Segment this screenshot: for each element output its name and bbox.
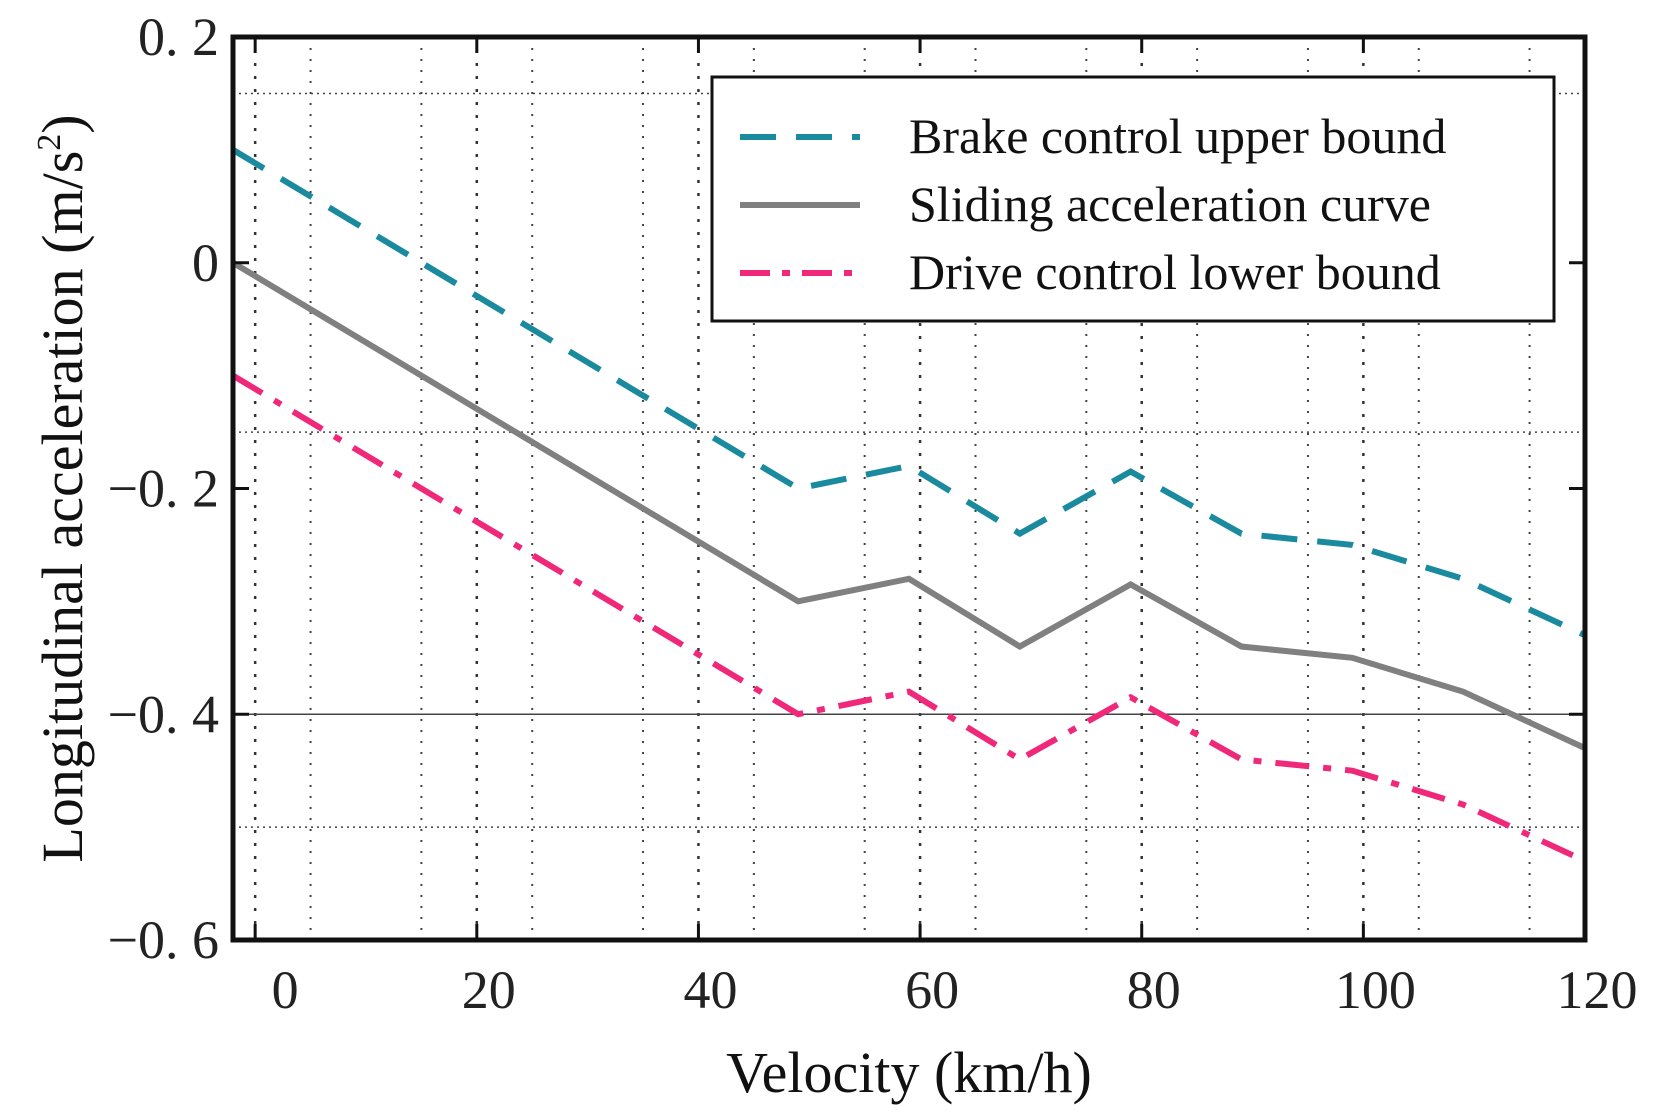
legend-label-2: Sliding acceleration curve (909, 176, 1431, 232)
x-axis-title: Velocity (km/h) (726, 1040, 1092, 1105)
y-axis-title: Longitudinal acceleration (m/s2) (30, 114, 95, 862)
y-tick-label: −0. 6 (108, 910, 219, 970)
legend-box (710, 75, 1556, 323)
legend: Brake control upper bound Sliding acceler… (710, 75, 1556, 323)
grid (233, 37, 1585, 940)
y-tick-label: −0. 4 (108, 684, 219, 744)
x-tick-label: 100 (1335, 960, 1416, 1020)
legend-label-1: Brake control upper bound (909, 108, 1446, 164)
y-axis-title-main: Longitudinal acceleration (m/s (30, 151, 95, 863)
x-tick-label: 120 (1557, 960, 1638, 1020)
x-tick-label: 40 (683, 960, 737, 1020)
y-axis-title-superscript: 2 (31, 134, 68, 151)
x-tick-label: 20 (462, 960, 516, 1020)
y-axis-title-close: ) (30, 114, 95, 133)
x-tick-label: 0 (272, 960, 299, 1020)
y-tick-label: −0. 2 (108, 459, 219, 519)
legend-label-3: Drive control lower bound (909, 244, 1441, 300)
y-tick-label: 0. 2 (138, 7, 219, 67)
ticks: 0 20 40 60 80 100 120 0. 2 0 −0. 2 −0. 4 −0. 6 (108, 7, 1638, 1020)
y-tick-label: 0 (192, 233, 219, 293)
x-tick-label: 60 (905, 960, 959, 1020)
x-tick-label: 80 (1127, 960, 1181, 1020)
